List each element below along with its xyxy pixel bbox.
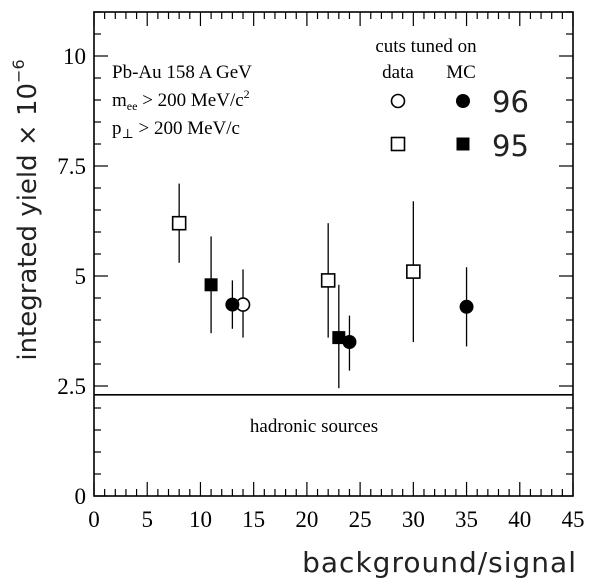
y-axis-label: integrated yield × 10−6 — [9, 59, 43, 360]
x-tick-label: 30 — [402, 507, 425, 532]
x-tick-label: 20 — [295, 507, 318, 532]
legend-label-96: 96 — [492, 85, 529, 119]
x-tick-label: 25 — [349, 507, 372, 532]
legend: cuts tuned on data MC 96 95 — [375, 36, 529, 163]
plot-frame — [93, 11, 574, 497]
legend-label-95: 95 — [492, 129, 529, 163]
y-tick-label: 10 — [63, 44, 86, 69]
x-axis-label: background/signal — [302, 546, 577, 579]
legend-col-mc: MC — [446, 62, 476, 83]
data-point-open-square — [406, 264, 421, 279]
x-tick-label: 5 — [141, 507, 153, 532]
y-tick-label: 0 — [75, 484, 87, 509]
data-point-open-square — [171, 215, 187, 231]
info-line-2: mee > 200 MeV/c2 — [112, 87, 250, 113]
ticks-layer: 0 5 10 15 20 25 30 35 40 45 0 2.5 5 7.5 10 — [57, 11, 585, 532]
x-tick-label: 40 — [508, 507, 531, 532]
data-point-filled-square — [332, 331, 346, 345]
data-point-open-square — [320, 273, 336, 288]
points-layer — [171, 183, 474, 389]
legend-marker-95-data — [390, 136, 406, 152]
data-point-filled-circle — [225, 297, 240, 312]
x-tick-label: 45 — [562, 507, 585, 532]
data-point-filled-circle — [342, 335, 357, 349]
legend-title: cuts tuned on — [375, 36, 477, 57]
x-tick-label: 35 — [455, 507, 478, 532]
info-line-1: Pb-Au 158 A GeV — [112, 62, 252, 83]
data-point-filled-circle — [459, 299, 474, 314]
x-tick-label: 0 — [88, 507, 100, 532]
data-point-filled-square — [204, 278, 218, 292]
legend-marker-96-data — [390, 93, 406, 109]
legend-marker-96-mc — [456, 94, 470, 108]
x-tick-label: 10 — [189, 507, 212, 532]
y-tick-label: 2.5 — [57, 374, 86, 399]
x-tick-label: 15 — [242, 507, 265, 532]
ref-line-label: hadronic sources — [250, 416, 378, 437]
legend-col-data: data — [382, 62, 414, 83]
y-tick-label: 7.5 — [57, 154, 86, 179]
legend-marker-95-mc — [456, 137, 470, 151]
y-tick-label: 5 — [75, 264, 87, 289]
info-line-3: p⊥ > 200 MeV/c — [112, 118, 240, 141]
